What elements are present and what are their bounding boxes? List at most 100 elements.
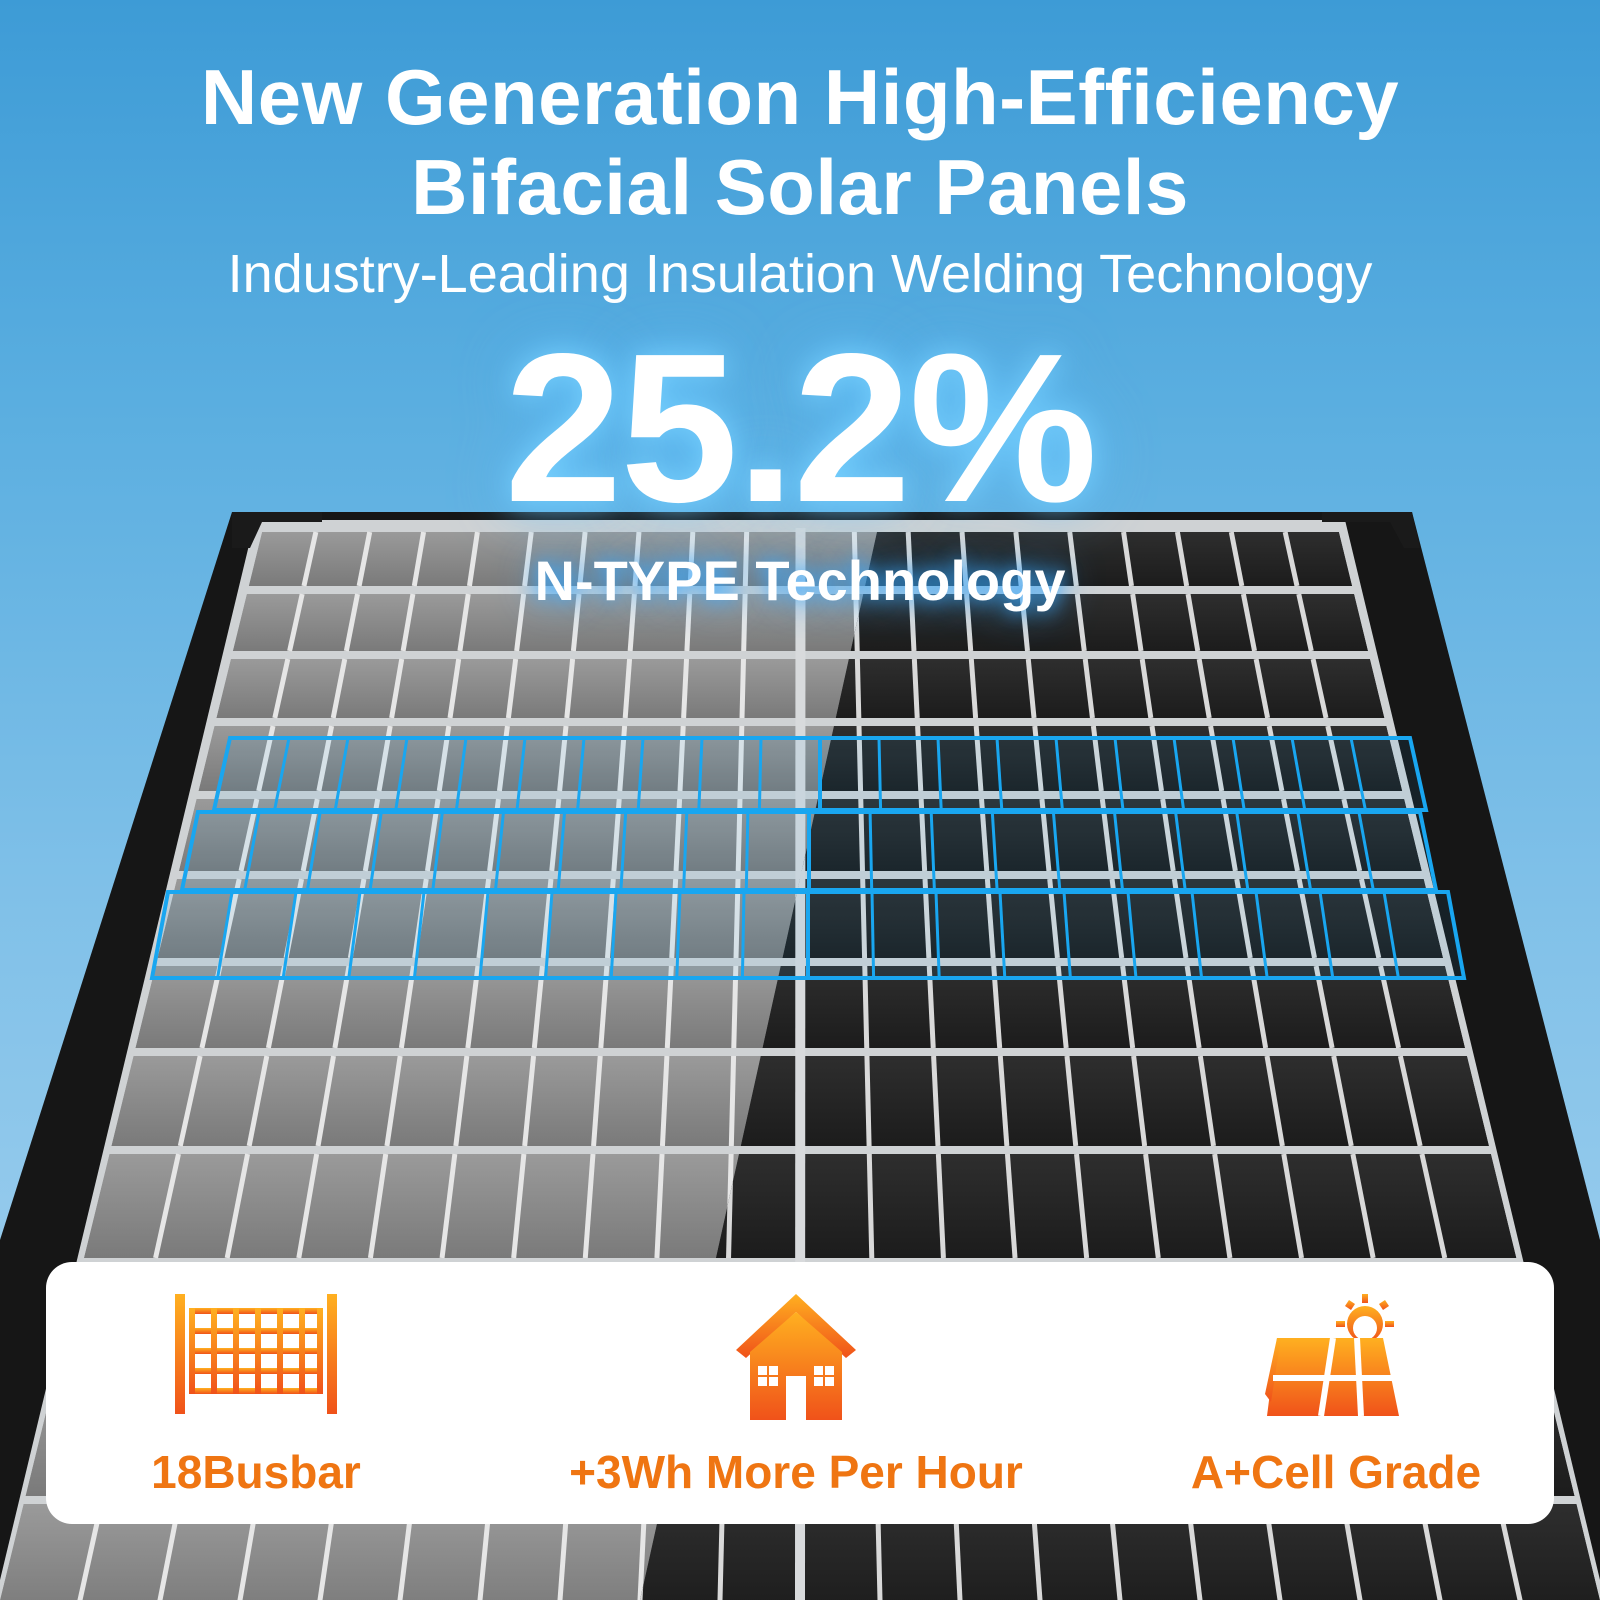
cell-divider <box>1281 1153 1305 1259</box>
cell-divider <box>1197 1055 1216 1147</box>
efficiency-value: 25.2% <box>504 309 1097 546</box>
cell-divider <box>866 1153 875 1259</box>
highlight-cell-line <box>1126 891 1138 979</box>
highlight-cell-line <box>243 811 261 891</box>
highlight-cell-line <box>394 737 409 811</box>
cell-divider <box>728 1055 737 1147</box>
highlight-cell-line <box>216 891 234 979</box>
cell-divider <box>400 593 416 652</box>
cell-divider <box>1174 531 1190 587</box>
highlight-cell-line <box>682 811 689 891</box>
cell-divider <box>681 658 690 719</box>
highlight-cell-line <box>870 891 876 979</box>
feature-grade-label: A+Cell Grade <box>1190 1446 1482 1498</box>
highlight-cell-line <box>740 891 746 979</box>
cell-divider <box>1212 1153 1233 1259</box>
cell-divider <box>1240 593 1257 652</box>
cell-divider <box>1296 593 1314 652</box>
highlight-cell-line <box>347 891 362 979</box>
highlight-cell-line <box>697 737 704 811</box>
feature-grade: A+Cell Grade <box>1156 1262 1516 1524</box>
cell-divider <box>301 531 319 587</box>
cell-divider <box>287 593 305 652</box>
highlight-cell-line <box>995 737 1004 811</box>
highlight-cell-line <box>757 737 763 811</box>
highlight-cell-line <box>1318 891 1335 979</box>
cell-divider <box>1067 531 1079 587</box>
highlight-cell-line <box>1231 737 1246 811</box>
headline-subtitle: Industry-Leading Insulation Welding Tech… <box>227 244 1373 304</box>
highlight-cell-line <box>877 737 883 811</box>
cell-divider <box>522 1055 537 1147</box>
highlight-cell-line <box>478 891 490 979</box>
highlight-cell-line <box>273 737 291 811</box>
highlight-cell-line <box>1296 811 1313 891</box>
cell-divider <box>1019 593 1030 652</box>
cell-divider <box>1131 1055 1148 1147</box>
cell-divider <box>591 1055 603 1147</box>
cell-divider <box>505 658 519 719</box>
highlight-cell-line <box>412 891 426 979</box>
cell-divider <box>246 1055 270 1147</box>
feature-busbar-label: 18Busbar <box>151 1446 361 1498</box>
highlight-cell-line <box>1062 891 1072 979</box>
highlight-cell-line <box>1190 891 1204 979</box>
cell-divider <box>582 1153 596 1259</box>
cell-divider <box>564 658 576 719</box>
technology-label: N-TYPE Technology <box>534 549 1066 612</box>
cell-highlight-overlay <box>149 736 1467 980</box>
cell-divider <box>632 531 642 587</box>
cell-divider <box>457 593 471 652</box>
highlight-cell-line <box>305 811 322 891</box>
highlight-cell-line <box>515 737 527 811</box>
highlight-cell-line <box>1235 811 1250 891</box>
cell-divider <box>343 593 360 652</box>
cell-divider <box>1074 1153 1090 1259</box>
highlight-cell-line <box>1382 891 1400 979</box>
cell-divider <box>411 531 427 587</box>
highlight-cell-line <box>333 737 350 811</box>
feature-energy: +3Wh More Per Hour <box>506 1262 1086 1524</box>
cell-divider <box>1130 593 1144 652</box>
cell-divider <box>1004 1153 1018 1259</box>
cell-divider <box>1253 658 1271 719</box>
cell-divider <box>177 1055 203 1147</box>
highlight-cell-line <box>1054 737 1064 811</box>
cell-divider <box>511 1153 527 1259</box>
cell-divider <box>935 1153 946 1259</box>
solar-panel-sun-icon <box>1265 1294 1407 1425</box>
highlight-cell-line <box>556 811 567 891</box>
cell-divider <box>1139 658 1154 719</box>
highlight-cell-line <box>544 891 554 979</box>
cell-divider <box>570 593 582 652</box>
feature-energy-label: +3Wh More Per Hour <box>569 1446 1023 1498</box>
headline-title-line2: Bifacial Solar Panels <box>411 143 1189 231</box>
cell-divider <box>315 1055 336 1147</box>
highlight-cell-line <box>990 811 999 891</box>
cell-divider <box>1419 1153 1448 1259</box>
cell-divider <box>1397 1055 1423 1147</box>
cell-divider <box>384 1055 403 1147</box>
highlight-cell-line <box>431 811 444 891</box>
cell-divider <box>659 1055 670 1147</box>
cell-divider <box>905 531 914 587</box>
cell-divider <box>296 1153 320 1259</box>
cell-divider <box>1121 531 1134 587</box>
cell-divider <box>1025 658 1037 719</box>
cell-divider <box>1350 1153 1376 1259</box>
highlight-cell-line <box>1113 811 1124 891</box>
cell-divider <box>627 593 637 652</box>
cell-divider <box>356 531 373 587</box>
highlight-cell-line <box>1172 737 1186 811</box>
cell-divider <box>1228 531 1245 587</box>
corner-bracket-right <box>1322 512 1420 548</box>
highlight-cell-line <box>934 891 941 979</box>
cell-divider <box>1264 1055 1285 1147</box>
cell-divider <box>854 658 862 719</box>
highlight-cell-line <box>868 811 874 891</box>
cell-divider <box>367 1153 389 1259</box>
cell-divider <box>964 593 974 652</box>
cell-divider <box>741 593 748 652</box>
cell-divider <box>997 1055 1010 1147</box>
highlight-cell-line <box>1051 811 1062 891</box>
